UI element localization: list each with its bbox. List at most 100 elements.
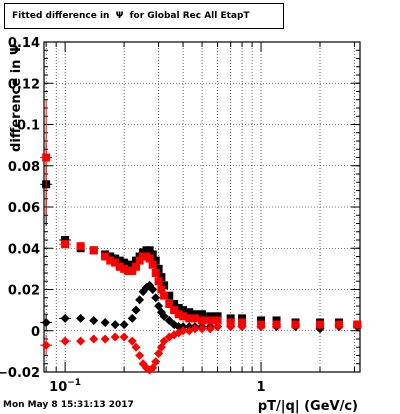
data-point (148, 363, 158, 373)
data-point (131, 342, 141, 352)
data-point (165, 291, 174, 300)
chart-title: Fitted difference in Ψ for Global Rec Al… (4, 3, 284, 29)
y-axis-title: difference in Ψ (9, 44, 24, 152)
y-tick-label: 0.02 (8, 284, 40, 299)
data-point (185, 314, 194, 323)
data-point (213, 316, 222, 325)
data-point (159, 311, 169, 321)
data-point (41, 340, 51, 350)
data-point (151, 293, 161, 303)
data-point (76, 336, 86, 346)
data-point (110, 332, 120, 342)
data-point (226, 314, 235, 323)
y-tick-labels: −0.02 0 0.02 0.04 0.06 0.08 0.1 0.12 0.14 (0, 36, 40, 381)
data-point (179, 306, 188, 315)
y-tick-label: 0.1 (17, 119, 40, 134)
data-point (145, 254, 154, 263)
data-point (157, 273, 166, 282)
data-point (159, 336, 169, 346)
data-point (60, 336, 70, 346)
y-tick-label: 0.06 (8, 201, 40, 216)
data-point (206, 312, 215, 321)
y-tick-label: 0.12 (8, 77, 40, 92)
data-point (179, 312, 188, 321)
data-point (128, 266, 137, 275)
x-tick-label: 1 (257, 380, 266, 395)
data-point (110, 320, 120, 330)
data-point (89, 315, 99, 325)
data-point (226, 322, 236, 332)
data-point (135, 351, 145, 360)
data-point (100, 334, 110, 344)
data-point (291, 320, 301, 330)
data-point (89, 334, 99, 344)
data-point (157, 285, 166, 294)
data-point (154, 264, 163, 273)
data-point (257, 316, 266, 325)
data-point (115, 256, 124, 265)
data-point (190, 310, 199, 319)
x-tick-labels: 10−1 1 (49, 378, 265, 395)
data-point (190, 314, 199, 323)
data-point (160, 281, 169, 290)
y-tick-label: 0.08 (8, 160, 40, 175)
data-point (197, 324, 207, 334)
data-point (154, 277, 163, 286)
data-point (60, 313, 70, 323)
data-point (315, 320, 325, 330)
data-point (145, 246, 154, 255)
grid-lines (44, 41, 360, 373)
data-point (160, 291, 169, 300)
data-point (151, 357, 161, 367)
data-point (213, 312, 222, 321)
y-tick-label: −0.02 (0, 366, 40, 381)
data-point (132, 262, 141, 271)
data-point (120, 264, 129, 273)
data-point (76, 242, 85, 251)
data-point (213, 322, 223, 332)
data-point (352, 320, 362, 330)
x-tick-label: 10−1 (49, 378, 81, 395)
data-point (42, 153, 51, 162)
data-point (272, 320, 282, 330)
data-point (106, 256, 115, 265)
data-point (111, 254, 120, 263)
data-point (170, 299, 179, 308)
data-point (165, 299, 174, 308)
data-point (127, 313, 137, 323)
data-point (174, 310, 183, 319)
timestamp-footer: Mon May 8 15:31:13 2017 (3, 400, 134, 410)
data-point (238, 314, 247, 323)
data-point (185, 308, 194, 317)
data-point (198, 310, 207, 319)
y-tick-label: 0 (31, 325, 40, 340)
y-tick-label: 0.04 (8, 242, 40, 257)
data-point (151, 269, 160, 277)
data-point (89, 246, 98, 255)
data-point (119, 332, 129, 342)
data-point (111, 258, 120, 267)
data-point (131, 305, 141, 315)
data-point (135, 256, 144, 265)
data-point (334, 320, 344, 330)
data-point (100, 318, 110, 327)
data-point (106, 252, 115, 261)
data-point (148, 260, 157, 269)
data-point (256, 322, 266, 332)
data-point (41, 318, 51, 327)
data-point (61, 240, 70, 249)
data-point (101, 252, 110, 261)
x-axis-title: pT/|q| (GeV/c) (258, 399, 358, 414)
data-point (178, 326, 188, 336)
data-point (237, 322, 247, 332)
data-point (190, 324, 200, 334)
data-point (120, 258, 129, 267)
data-point (115, 262, 124, 271)
data-point (205, 324, 215, 334)
data-point (206, 316, 215, 325)
y-tick-label: 0.14 (8, 36, 40, 51)
data-point (119, 320, 129, 330)
data-point (151, 256, 160, 265)
data-point (174, 304, 183, 313)
